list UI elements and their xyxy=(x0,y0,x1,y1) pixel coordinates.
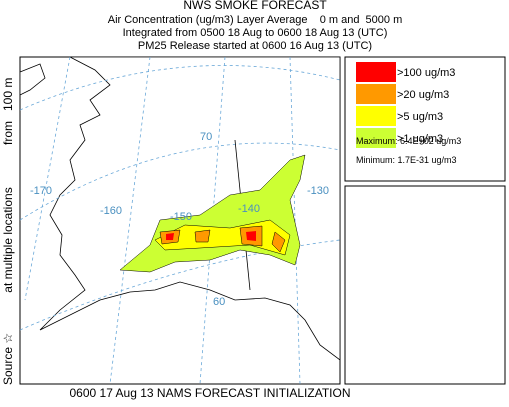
map-label: -130 xyxy=(307,185,329,197)
map-label: -150 xyxy=(170,211,192,223)
legend-label: >20 ug/m3 xyxy=(397,89,449,101)
maximum: Maximum: 6.4E+02 ug/m3 xyxy=(356,136,461,146)
source-label: at multiple locations xyxy=(1,187,15,292)
footer: 0600 17 Aug 13 NAMS FORECAST INITIALIZAT… xyxy=(70,386,351,400)
legend-label: >1 ug/m3 xyxy=(397,133,443,145)
title: NWS SMOKE FORECAST xyxy=(183,0,327,12)
map-label: -170 xyxy=(30,185,52,197)
subtitle: PM25 Release started at 0600 16 Aug 13 (… xyxy=(138,40,372,52)
legend-swatch xyxy=(356,128,396,148)
map-label: -140 xyxy=(238,203,260,215)
legend-swatch xyxy=(356,106,396,126)
minimum: Minimum: 1.7E-31 ug/m3 xyxy=(356,155,457,165)
legend-swatch xyxy=(356,84,396,104)
info-box xyxy=(344,185,506,385)
map-label: 70 xyxy=(200,131,212,143)
legend-label: >100 ug/m3 xyxy=(397,67,455,79)
legend: >100 ug/m3 >20 ug/m3 >5 ug/m3 >1 ug/m3 xyxy=(356,62,455,148)
legend-swatch xyxy=(356,62,396,82)
map xyxy=(19,56,341,385)
source-label: Source ☆ xyxy=(1,333,15,385)
legend-label: >5 ug/m3 xyxy=(397,111,443,123)
map-label: 60 xyxy=(213,296,225,308)
subtitle: Air Concentration (ug/m3) Layer Average … xyxy=(108,14,403,26)
subtitle: Integrated from 0500 18 Aug to 0600 18 A… xyxy=(123,27,388,39)
source-label: from 100 m xyxy=(1,78,15,145)
map-label: -160 xyxy=(100,205,122,217)
